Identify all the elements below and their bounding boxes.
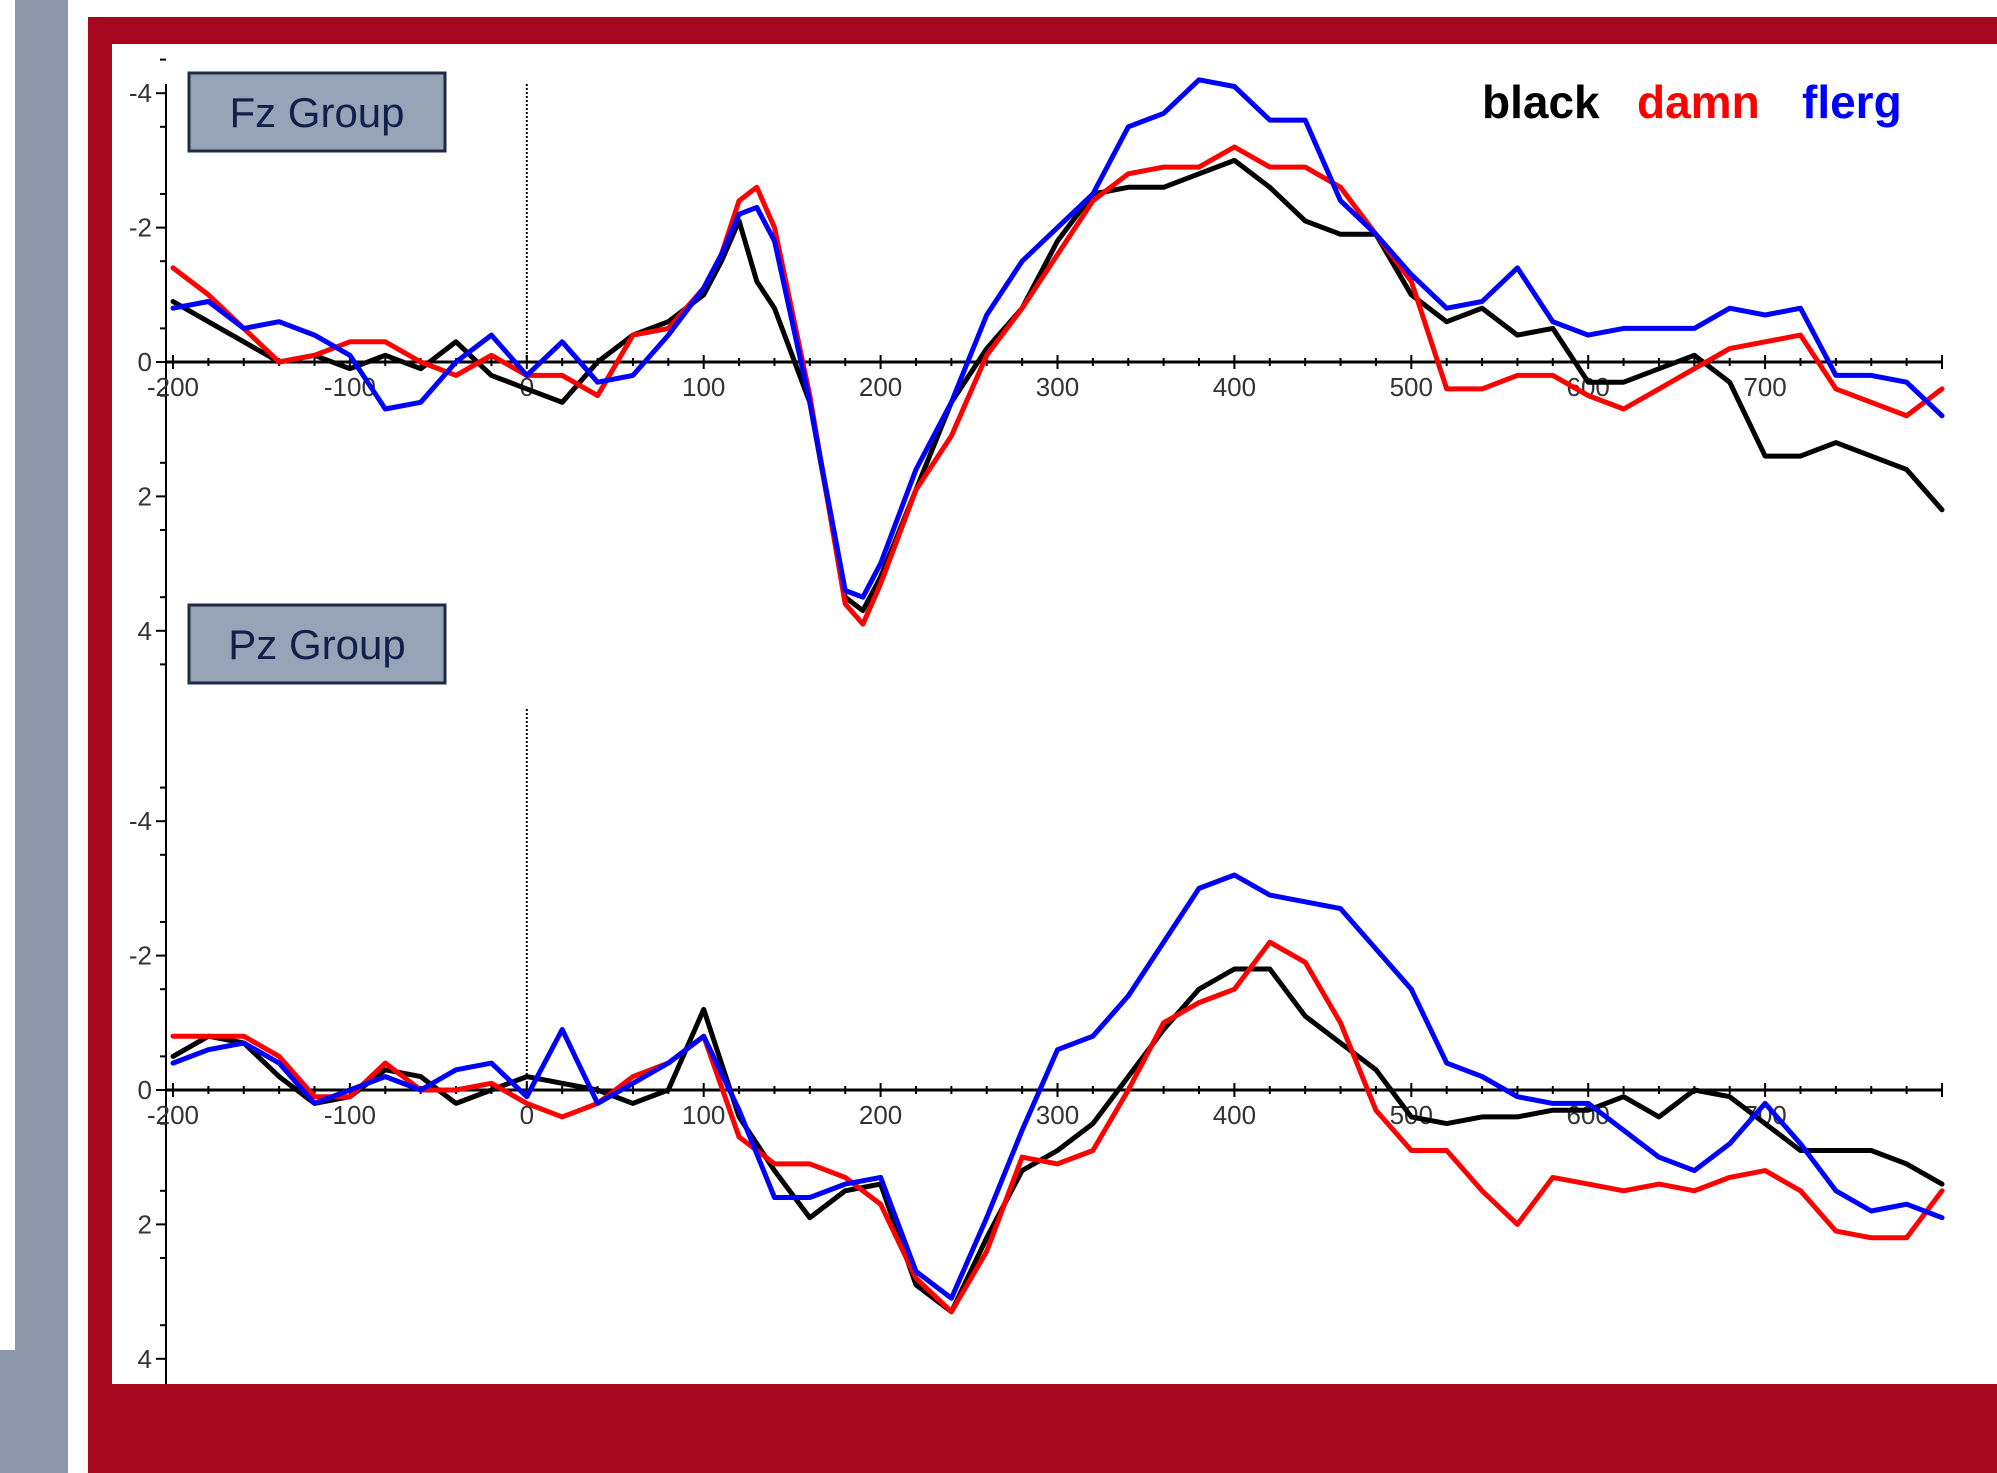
left-margin-panel bbox=[0, 0, 15, 1350]
fz-ytick-label: 4 bbox=[138, 616, 152, 646]
fz-panel-label: Fz Group bbox=[229, 89, 404, 136]
legend-item-flerg: flerg bbox=[1802, 76, 1902, 128]
fz-ytick-label: 2 bbox=[138, 481, 152, 511]
fz-xtick-label: 300 bbox=[1036, 372, 1079, 402]
legend-item-black: black bbox=[1482, 76, 1600, 128]
pz-xtick-label: 200 bbox=[859, 1100, 902, 1130]
fz-xtick-label: 500 bbox=[1390, 372, 1433, 402]
pz-ytick-label: -4 bbox=[129, 806, 152, 836]
fz-xtick-label: 100 bbox=[682, 372, 725, 402]
fz-series-damn bbox=[170, 144, 1945, 627]
pz-ytick-label: -2 bbox=[129, 941, 152, 971]
pz-ytick-label: 2 bbox=[138, 1209, 152, 1239]
pz-xtick-label: 100 bbox=[682, 1100, 725, 1130]
fz-xtick-label: -100 bbox=[324, 372, 376, 402]
pz-xtick-label: 400 bbox=[1213, 1100, 1256, 1130]
pz-series-flerg bbox=[170, 872, 1945, 1301]
pz-xtick-label: 0 bbox=[520, 1100, 534, 1130]
fz-xtick-label: 200 bbox=[859, 372, 902, 402]
pz-series-black bbox=[170, 966, 1945, 1315]
pz-xtick-label: -100 bbox=[324, 1100, 376, 1130]
erp-plot-area: -4 -2 0 2 4 -200 -100 0 100 200 300 400 500 600 700 Fz … bbox=[112, 44, 1997, 1384]
legend: black damn flerg bbox=[1482, 76, 1902, 128]
pz-xtick-label: -200 bbox=[147, 1100, 199, 1130]
fz-ytick-label: 0 bbox=[138, 347, 152, 377]
fz-ytick-label: -2 bbox=[129, 213, 152, 243]
fz-xtick-label: 700 bbox=[1743, 372, 1786, 402]
pz-series-damn bbox=[170, 939, 1945, 1315]
pz-ytick-label: 4 bbox=[138, 1344, 152, 1374]
left-gap bbox=[68, 0, 88, 1473]
legend-item-damn: damn bbox=[1637, 76, 1760, 128]
pz-ytick-label: 0 bbox=[138, 1075, 152, 1105]
fz-xtick-label: 400 bbox=[1213, 372, 1256, 402]
fz-series-flerg bbox=[170, 77, 1945, 600]
pz-xtick-label: 300 bbox=[1036, 1100, 1079, 1130]
pz-panel-label-box bbox=[187, 603, 447, 685]
fz-panel-label-box bbox=[187, 71, 447, 153]
pz-panel-label: Pz Group bbox=[228, 621, 405, 668]
fz-xtick-label: -200 bbox=[147, 372, 199, 402]
fz-ytick-label: -4 bbox=[129, 78, 152, 108]
